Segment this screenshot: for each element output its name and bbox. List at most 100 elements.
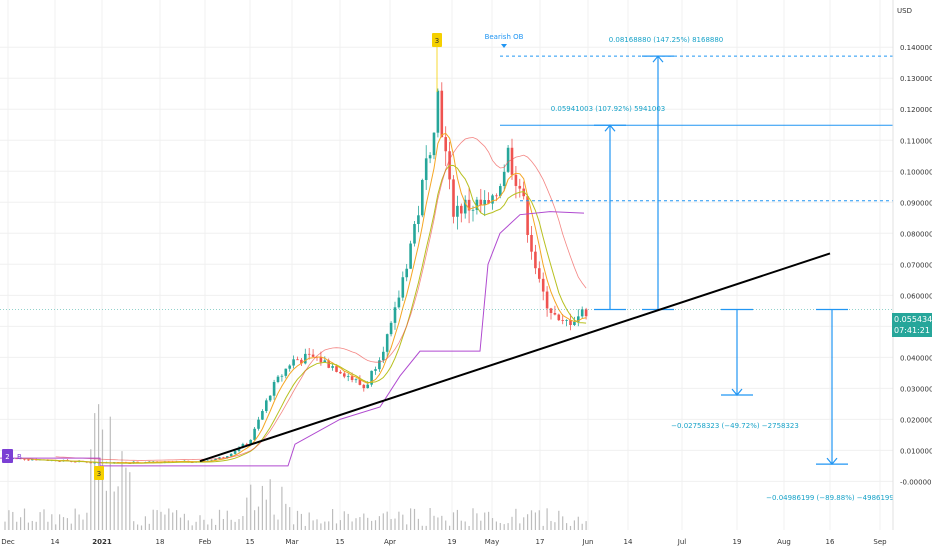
- volume-bar: [195, 521, 197, 530]
- volume-bar: [484, 512, 486, 530]
- volume-bar: [394, 518, 396, 530]
- x-tick-label: 19: [448, 538, 457, 546]
- y-tick-label: 0.07000000: [900, 261, 932, 269]
- volume-bar: [554, 522, 556, 530]
- candle: [440, 90, 444, 138]
- candle: [522, 188, 525, 197]
- volume-bar: [581, 523, 583, 530]
- volume-bar: [530, 510, 533, 530]
- volume-bar: [51, 514, 53, 530]
- volume-bar: [468, 525, 470, 530]
- y-tick-label: -0.00000000: [900, 478, 932, 486]
- candle: [526, 196, 529, 235]
- candle: [444, 137, 447, 152]
- grid-lines: [0, 0, 893, 530]
- candle: [374, 369, 377, 371]
- volume-bar: [371, 520, 373, 530]
- candle: [502, 171, 506, 187]
- volume-bar: [304, 525, 306, 530]
- x-axis: Dec 14 2021 18 Feb 15 Mar 15 Apr 19 May 17 Jun 14 Jul 1…: [1, 538, 887, 546]
- countdown-value: 07:41:21: [894, 326, 930, 335]
- candle: [73, 461, 77, 463]
- candle: [534, 251, 537, 269]
- volume-bar: [265, 499, 267, 530]
- candle: [272, 382, 276, 396]
- candle: [327, 360, 330, 368]
- candle: [268, 395, 272, 401]
- volume-bar: [129, 472, 131, 530]
- x-tick-label: Jun: [582, 538, 594, 546]
- volume-bar: [464, 521, 466, 530]
- x-tick-label: Jul: [677, 538, 687, 546]
- volume-bar: [507, 523, 509, 530]
- volume-bar: [218, 509, 221, 530]
- volume-bar: [335, 523, 338, 530]
- volume-bar: [285, 503, 287, 530]
- volume-bar: [328, 521, 330, 530]
- drop-1-label: −0.02758323 (−49.72%) −2758323: [671, 422, 799, 430]
- volume-bar: [160, 511, 162, 530]
- annotations: 0.05941003 (107.92%) 5941003 0.08168880 (…: [2, 33, 894, 502]
- volume-bar: [12, 511, 14, 530]
- candle: [343, 373, 346, 377]
- volume-bar: [577, 516, 579, 530]
- candle: [397, 297, 401, 308]
- y-tick-label: 0.09000000: [900, 199, 932, 207]
- volume-bar: [359, 517, 361, 530]
- y-axis: -0.00000000 0.01000000 0.02000000 0.0300000…: [892, 0, 932, 530]
- volume-bars: [4, 404, 587, 530]
- y-tick-label: 0.11000000: [900, 137, 932, 145]
- volume-bar: [296, 510, 299, 530]
- candle: [378, 360, 381, 370]
- y-tick-label: 0.03000000: [900, 385, 932, 393]
- volume-bar: [445, 520, 447, 530]
- volume-bar: [308, 512, 310, 530]
- y-tick-label: 0.12000000: [900, 106, 932, 114]
- ma-line: [0, 211, 585, 467]
- marker-b-label: B: [17, 453, 22, 461]
- candle: [487, 200, 490, 204]
- target-1-arrow-head: [604, 124, 616, 132]
- volume-bar: [47, 521, 49, 530]
- volume-bar: [433, 515, 435, 530]
- volume-bar: [27, 522, 29, 530]
- volume-bar: [390, 519, 392, 530]
- volume-bar: [234, 521, 236, 530]
- volume-bar: [254, 510, 256, 530]
- volume-bar: [460, 520, 462, 530]
- volume-bar: [293, 524, 295, 530]
- volume-bar: [374, 520, 377, 530]
- x-tick-label: Aug: [777, 538, 791, 546]
- candle: [257, 419, 260, 429]
- volume-bar: [355, 518, 357, 530]
- candle: [280, 375, 284, 377]
- candle: [584, 309, 588, 317]
- volume-bar: [569, 525, 572, 530]
- volume-bar: [523, 517, 525, 530]
- volume-bar: [410, 508, 412, 530]
- candle: [233, 451, 237, 454]
- current-price-tag: 0.05543400 07:41:21: [892, 313, 932, 337]
- volume-bar: [31, 520, 33, 530]
- candle: [538, 268, 541, 279]
- volume-bar: [70, 523, 72, 530]
- ma-line: [36, 164, 587, 464]
- candle: [428, 155, 432, 159]
- volume-bar: [55, 524, 57, 530]
- volume-bar: [449, 525, 451, 530]
- marker-3-bottom-label: 3: [97, 470, 101, 478]
- ma-line: [20, 132, 587, 464]
- candle: [471, 209, 475, 211]
- volume-bar: [140, 525, 143, 530]
- volume-bar: [62, 517, 65, 530]
- volume-bar: [43, 509, 45, 530]
- volume-bar: [113, 491, 115, 530]
- candle: [284, 368, 288, 376]
- candle: [541, 278, 545, 292]
- candle: [557, 314, 561, 321]
- volume-bar: [148, 523, 150, 530]
- candle: [506, 147, 510, 172]
- candle: [354, 379, 358, 381]
- candle: [261, 411, 264, 420]
